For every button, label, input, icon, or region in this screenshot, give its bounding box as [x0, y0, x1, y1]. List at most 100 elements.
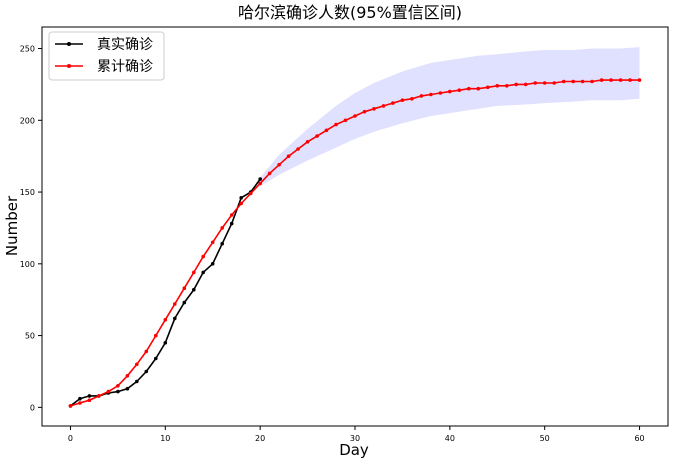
- legend-marker-0: [67, 42, 71, 46]
- y-tick-label: 0: [30, 403, 35, 412]
- data-point-0: [210, 262, 215, 266]
- data-point-1: [514, 82, 518, 87]
- x-tick-label: 50: [540, 434, 550, 443]
- data-point-1: [277, 163, 281, 167]
- data-point-1: [220, 226, 224, 230]
- x-axis-label: Day: [339, 441, 369, 459]
- legend-label-1: 累计确诊: [97, 59, 153, 75]
- data-point-1: [419, 94, 424, 98]
- data-point-1: [210, 240, 215, 245]
- data-point-1: [476, 86, 481, 91]
- data-point-1: [391, 101, 395, 105]
- y-tick-label: 100: [20, 260, 35, 269]
- y-tick-label: 150: [20, 188, 35, 197]
- data-point-1: [135, 362, 139, 367]
- data-point-1: [267, 171, 272, 176]
- data-point-1: [87, 398, 92, 403]
- data-point-1: [467, 86, 471, 91]
- data-point-1: [561, 79, 566, 84]
- data-point-1: [324, 128, 329, 133]
- data-point-1: [173, 302, 177, 306]
- data-point-1: [248, 191, 253, 196]
- data-point-0: [87, 394, 92, 398]
- x-tick-label: 20: [255, 434, 265, 443]
- data-point-1: [192, 270, 196, 275]
- data-point-0: [229, 221, 234, 226]
- x-tick-label: 0: [68, 434, 73, 443]
- data-point-1: [372, 107, 376, 111]
- data-point-1: [410, 97, 414, 101]
- data-point-1: [144, 349, 149, 354]
- y-tick-label: 50: [25, 332, 35, 341]
- data-point-1: [116, 384, 120, 388]
- data-point-1: [334, 122, 338, 127]
- data-point-1: [154, 333, 158, 338]
- data-point-0: [144, 369, 149, 374]
- data-point-1: [637, 78, 642, 82]
- data-point-0: [201, 270, 205, 275]
- data-point-0: [239, 196, 243, 200]
- data-point-1: [106, 389, 111, 394]
- data-point-0: [78, 396, 82, 401]
- data-point-1: [353, 114, 357, 118]
- data-point-1: [457, 88, 462, 92]
- data-point-1: [286, 154, 291, 158]
- data-point-0: [135, 379, 139, 384]
- x-tick-label: 60: [634, 434, 644, 443]
- data-point-1: [343, 118, 348, 123]
- data-point-1: [239, 201, 243, 206]
- data-point-1: [523, 82, 528, 87]
- data-point-1: [571, 79, 575, 84]
- data-point-1: [448, 89, 452, 94]
- data-point-0: [258, 177, 263, 181]
- data-point-0: [192, 287, 196, 292]
- data-point-1: [400, 98, 405, 102]
- data-point-1: [97, 394, 101, 398]
- data-point-1: [486, 85, 490, 90]
- data-point-1: [381, 104, 386, 108]
- data-point-1: [628, 78, 632, 82]
- data-point-1: [201, 254, 205, 259]
- data-point-1: [163, 318, 168, 322]
- data-point-1: [438, 91, 443, 95]
- data-point-0: [125, 386, 130, 391]
- data-point-1: [618, 78, 623, 82]
- data-point-1: [68, 404, 73, 408]
- data-point-0: [116, 389, 120, 394]
- data-point-1: [78, 401, 82, 405]
- y-tick-label: 200: [20, 116, 35, 125]
- data-point-1: [229, 213, 234, 217]
- data-point-1: [495, 84, 500, 88]
- data-point-1: [552, 81, 556, 85]
- data-point-1: [182, 286, 187, 291]
- data-point-1: [315, 134, 319, 138]
- data-point-0: [154, 356, 158, 361]
- data-point-1: [590, 79, 594, 84]
- y-tick-label: 250: [20, 45, 35, 54]
- data-point-1: [258, 181, 263, 186]
- x-tick-label: 30: [350, 434, 360, 443]
- data-point-1: [599, 78, 604, 82]
- chart-title: 哈尔滨确诊人数(95%置信区间): [238, 3, 462, 22]
- data-point-1: [580, 79, 585, 84]
- y-axis-label: Number: [3, 195, 21, 256]
- axes: 0 10 20 30 40 50 60 0 50 100 150 200 250: [20, 26, 669, 443]
- x-tick-label: 10: [160, 434, 170, 443]
- plot-area: [68, 47, 642, 408]
- data-point-1: [533, 81, 537, 85]
- data-point-1: [305, 140, 310, 144]
- legend-label-0: 真实确诊: [97, 37, 153, 53]
- data-point-0: [220, 241, 224, 246]
- data-point-1: [125, 374, 130, 378]
- data-point-1: [505, 84, 509, 88]
- data-point-1: [609, 78, 613, 82]
- legend-marker-1: [67, 64, 71, 68]
- data-point-1: [296, 147, 300, 151]
- x-tick-label: 40: [445, 434, 455, 443]
- data-point-1: [542, 81, 547, 85]
- data-point-0: [173, 316, 177, 321]
- data-point-0: [163, 341, 168, 345]
- data-point-1: [362, 109, 367, 114]
